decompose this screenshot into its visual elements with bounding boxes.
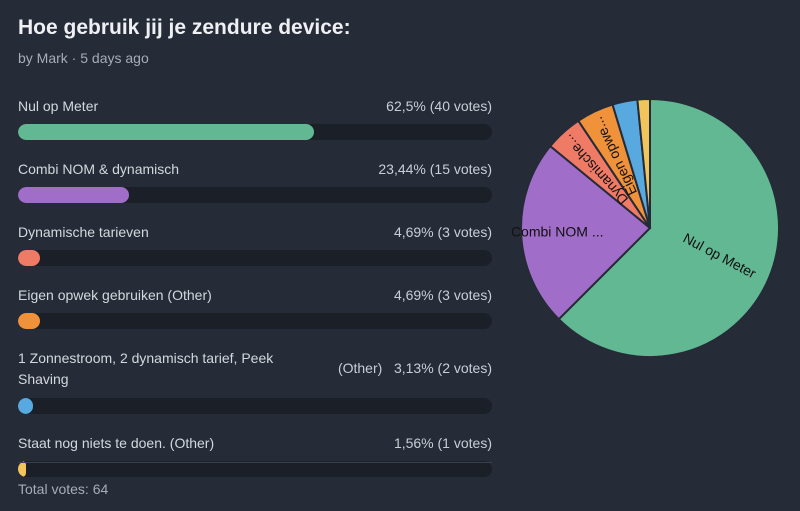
divider: [18, 462, 492, 463]
option-progress-fill: [18, 398, 33, 414]
option-label: Nul op Meter: [18, 98, 99, 114]
option-progress-track: [18, 250, 492, 266]
option-label: Eigen opwek gebruiken (Other): [18, 287, 212, 303]
option-progress-track: [18, 313, 492, 329]
option-value: 4,69% (3 votes): [393, 287, 492, 303]
option-value: 1,56% (1 votes): [393, 435, 492, 451]
option-progress-fill: [18, 461, 26, 477]
option-value: (Other) 3,13% (2 votes): [337, 360, 492, 376]
poll-option-staat-nog-niets: Staat nog niets te doen. (Other) 1,56% (…: [18, 433, 492, 477]
pie-slice-5: [636, 97, 651, 229]
option-value: 23,44% (15 votes): [378, 161, 492, 177]
poll-meta: by Mark · 5 days ago: [18, 50, 149, 66]
option-value: 4,69% (3 votes): [393, 224, 492, 240]
poll-options: Nul op Meter 62,5% (40 votes) Combi NOM …: [18, 96, 492, 477]
poll-title: Hoe gebruik jij je zendure device:: [18, 16, 351, 39]
poll-option-dynamische-tarieven: Dynamische tarieven 4,69% (3 votes): [18, 222, 492, 266]
poll-option-combi-nom: Combi NOM & dynamisch 23,44% (15 votes): [18, 159, 492, 203]
option-label: Staat nog niets te doen. (Other): [18, 435, 215, 451]
option-progress-fill: [18, 250, 41, 266]
option-label: 1 Zonnestroom, 2 dynamisch tarief, Peek …: [18, 350, 274, 387]
option-progress-fill: [18, 313, 41, 329]
total-votes-label: Total votes: 64: [18, 481, 109, 497]
option-progress-track: [18, 461, 492, 477]
pie-slice-0: [557, 97, 780, 358]
option-progress-track: [18, 398, 492, 414]
option-label: Dynamische tarieven: [18, 224, 149, 240]
option-progress-track: [18, 124, 492, 140]
option-value: 62,5% (40 votes): [386, 98, 492, 114]
option-progress-track: [18, 187, 492, 203]
pie-label-combi-nom: Combi NOM ...: [511, 223, 604, 239]
poll-option-zonnestroom: 1 Zonnestroom, 2 dynamisch tarief, Peek …: [18, 348, 492, 414]
poll-option-eigen-opwek: Eigen opwek gebruiken (Other) 4,69% (3 v…: [18, 285, 492, 329]
option-label: Combi NOM & dynamisch: [18, 161, 180, 177]
total-votes: Total votes: 64: [18, 481, 108, 497]
poll-option-nul-op-meter: Nul op Meter 62,5% (40 votes): [18, 96, 492, 140]
option-progress-fill: [18, 124, 315, 140]
option-progress-fill: [18, 187, 130, 203]
pie-slice-1: [520, 144, 652, 321]
